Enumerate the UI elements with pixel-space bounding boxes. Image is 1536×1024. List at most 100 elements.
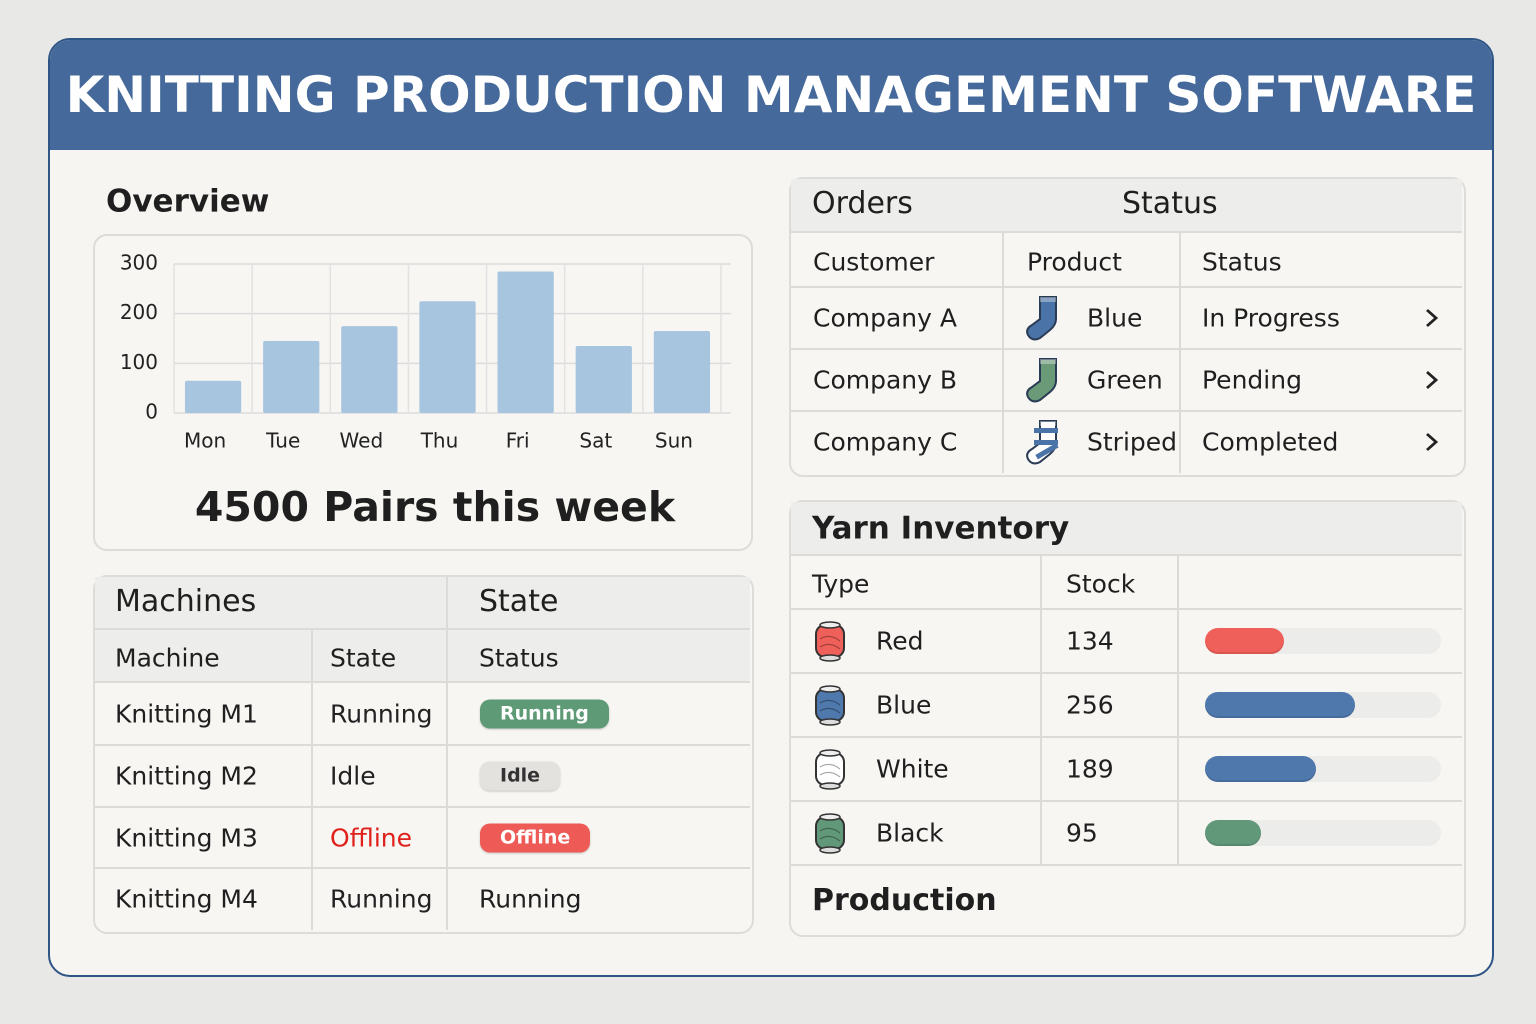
bar — [341, 326, 398, 413]
status-badge: Running — [480, 699, 609, 728]
open-order[interactable] — [1422, 431, 1442, 453]
section-title: Production — [812, 883, 997, 918]
yarn-thread — [819, 635, 841, 650]
product: Blue — [1087, 303, 1143, 333]
row-rule — [95, 744, 750, 746]
window: KNITTING PRODUCTION MANAGEMENT SOFTWARE … — [48, 38, 1494, 977]
table-title: State — [479, 584, 559, 619]
yarn-icon — [815, 749, 845, 790]
customer: Company B — [813, 365, 958, 395]
chevron — [1426, 308, 1439, 328]
machine-name: Knitting M3 — [115, 823, 258, 852]
yarn-type: Black — [876, 818, 944, 848]
bar — [653, 331, 711, 413]
total-label: Pairs this week — [323, 483, 676, 531]
table-title: Yarn Inventory — [812, 510, 1070, 547]
machine-state: Offline — [330, 823, 413, 852]
y-tick-label: 200 — [120, 300, 158, 324]
spool-bottom — [819, 718, 841, 726]
sock-cuff — [1040, 421, 1056, 426]
open-order[interactable] — [1422, 307, 1442, 329]
x-tick-label: Mon — [184, 429, 226, 453]
row-rule — [95, 681, 750, 683]
section-title: Overview — [106, 183, 270, 220]
yarn-thread — [819, 763, 841, 778]
sock — [1026, 358, 1057, 403]
row-rule — [791, 231, 1462, 233]
row-rule — [791, 672, 1462, 674]
yarn-thread — [819, 827, 841, 842]
sock-stripe — [1034, 428, 1058, 433]
status-badge: Offline — [480, 823, 591, 852]
app-title: KNITTING PRODUCTION MANAGEMENT SOFTWARE — [50, 40, 1492, 150]
weekly-total: 4500 Pairs this week — [195, 483, 675, 531]
chevron — [1426, 432, 1439, 452]
yarn-thread — [819, 699, 841, 714]
table-title: Status — [1122, 186, 1218, 221]
row-rule — [791, 348, 1462, 350]
sock-icon — [1026, 296, 1057, 341]
stock-bar — [1205, 692, 1355, 718]
table-title: Machines — [115, 584, 257, 619]
order-status: In Progress — [1202, 303, 1340, 333]
row-rule — [791, 736, 1462, 738]
x-tick-label: Tue — [265, 429, 300, 453]
machine-status: Running — [479, 884, 582, 914]
yarn-stock: 256 — [1066, 690, 1114, 720]
x-tick-label: Sat — [579, 429, 612, 453]
order-status: Completed — [1202, 427, 1339, 457]
spool-top — [819, 621, 841, 629]
yarn-icon — [815, 685, 845, 726]
row-rule — [791, 410, 1462, 412]
chevron — [1426, 370, 1439, 390]
column-header: State — [330, 643, 397, 673]
open-order[interactable] — [1422, 369, 1442, 391]
yarn-stock: 134 — [1066, 626, 1114, 656]
total-value: 4500 — [194, 483, 309, 531]
column-rule — [1177, 556, 1179, 865]
spool-top — [819, 813, 841, 821]
customer: Company A — [813, 303, 957, 333]
product: Green — [1087, 365, 1163, 395]
x-tick-label: Wed — [340, 429, 384, 453]
y-tick-label: 0 — [145, 400, 158, 424]
header-row — [95, 630, 750, 682]
spool-top — [819, 685, 841, 693]
bar — [263, 340, 320, 413]
table-title-row — [791, 179, 1462, 232]
stock-bar — [1205, 820, 1261, 846]
yarn-type: Red — [876, 626, 924, 656]
row-rule — [791, 608, 1462, 610]
customer: Company C — [813, 427, 958, 457]
yarn-icon — [815, 813, 845, 854]
row-rule — [791, 864, 1462, 866]
table-title: Orders — [812, 186, 913, 221]
machine-state: Idle — [330, 761, 376, 791]
bar — [419, 301, 476, 413]
column-rule — [1179, 233, 1181, 473]
machine-name: Knitting M2 — [115, 761, 258, 791]
machine-state: Running — [330, 884, 433, 914]
yarn-stock: 189 — [1066, 754, 1114, 784]
yarn-icon — [815, 621, 845, 662]
status-badge: Idle — [480, 761, 561, 791]
machine-name: Knitting M4 — [115, 884, 258, 914]
column-header: Product — [1027, 247, 1122, 277]
x-tick-label: Sun — [655, 429, 693, 453]
sock-icon — [1026, 358, 1057, 403]
sock-cuff — [1040, 359, 1056, 364]
row-rule — [791, 800, 1462, 802]
yarn-type: Blue — [876, 690, 932, 720]
column-header: Machine — [115, 643, 220, 673]
bar — [497, 271, 554, 413]
stock-bar — [1205, 628, 1284, 654]
column-header: Status — [1202, 247, 1282, 277]
sock-cuff — [1040, 297, 1056, 302]
x-tick-label: Fri — [506, 429, 530, 453]
row-rule — [791, 286, 1462, 288]
y-tick-label: 100 — [120, 350, 158, 374]
column-header: Stock — [1066, 569, 1136, 599]
